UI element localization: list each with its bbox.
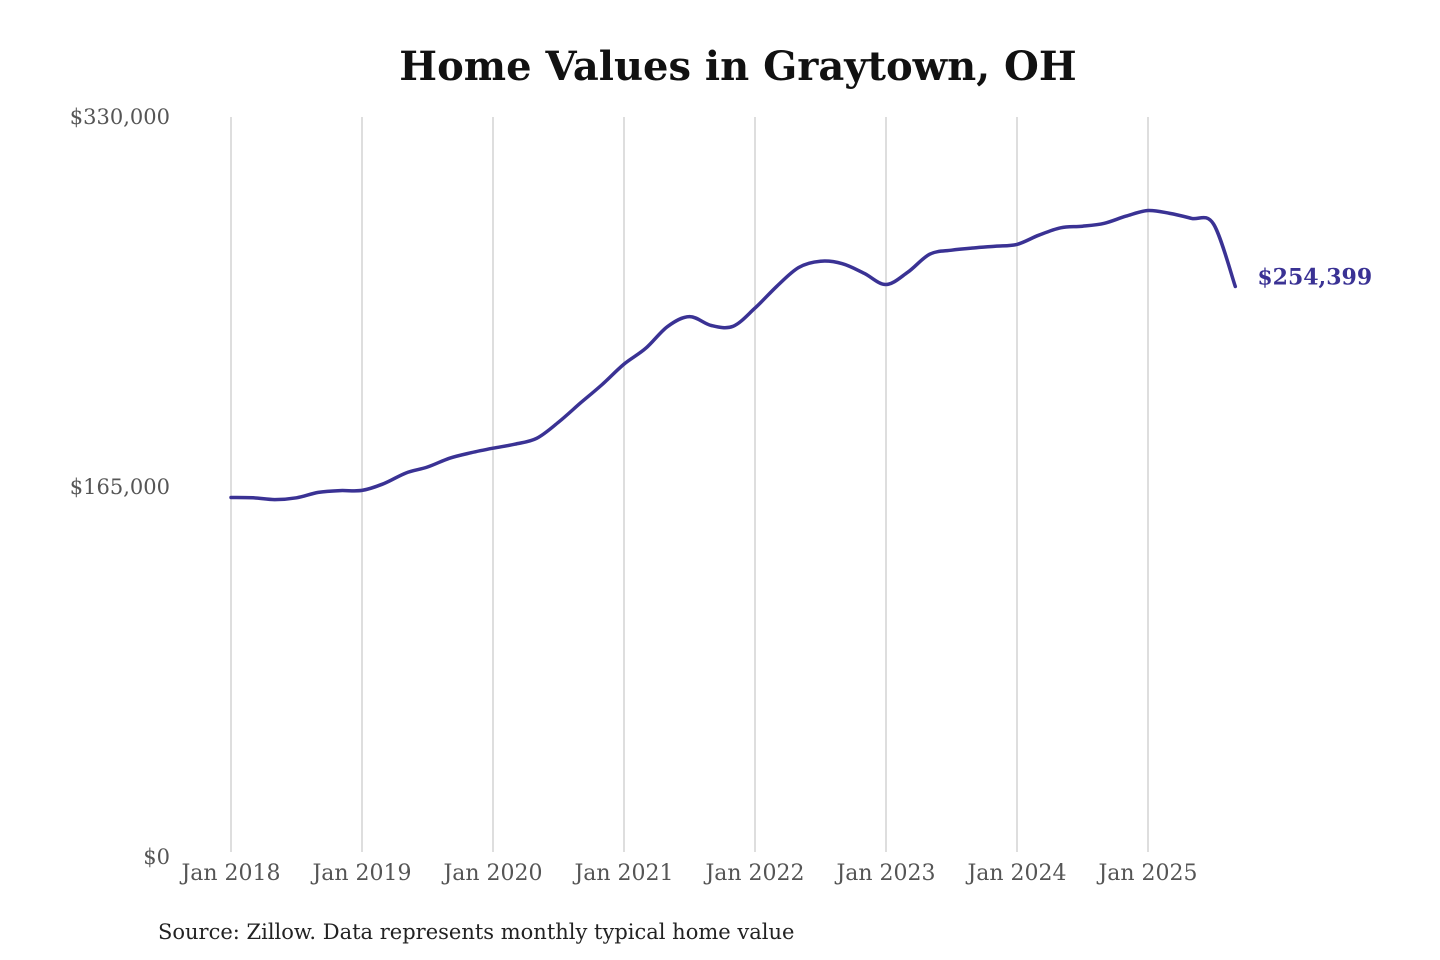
- gridlines: [230, 117, 1149, 852]
- y-tick-label: $330,000: [70, 105, 170, 129]
- latest-value-label: $254,399: [1257, 265, 1372, 291]
- chart-title: Home Values in Graytown, OH: [399, 43, 1076, 90]
- y-axis-tick-labels: $0 $165,000 $330,000: [70, 105, 170, 869]
- x-tick-label: Jan 2022: [703, 861, 804, 886]
- x-tick-label: Jan 2021: [572, 861, 673, 886]
- y-tick-label: $165,000: [70, 475, 170, 499]
- source-note: Source: Zillow. Data represents monthly …: [158, 920, 794, 944]
- x-tick-label: Jan 2024: [965, 861, 1066, 886]
- x-axis-tick-labels: Jan 2018 Jan 2019 Jan 2020 Jan 2021 Jan 2022…: [179, 861, 1197, 886]
- x-tick-label: Jan 2018: [179, 861, 280, 886]
- x-tick-label: Jan 2020: [441, 861, 542, 886]
- y-tick-label: $0: [143, 845, 170, 869]
- home-value-series-line: [229, 208, 1238, 502]
- x-tick-label: Jan 2019: [310, 861, 411, 886]
- x-tick-label: Jan 2025: [1096, 861, 1197, 886]
- x-tick-label: Jan 2023: [834, 861, 935, 886]
